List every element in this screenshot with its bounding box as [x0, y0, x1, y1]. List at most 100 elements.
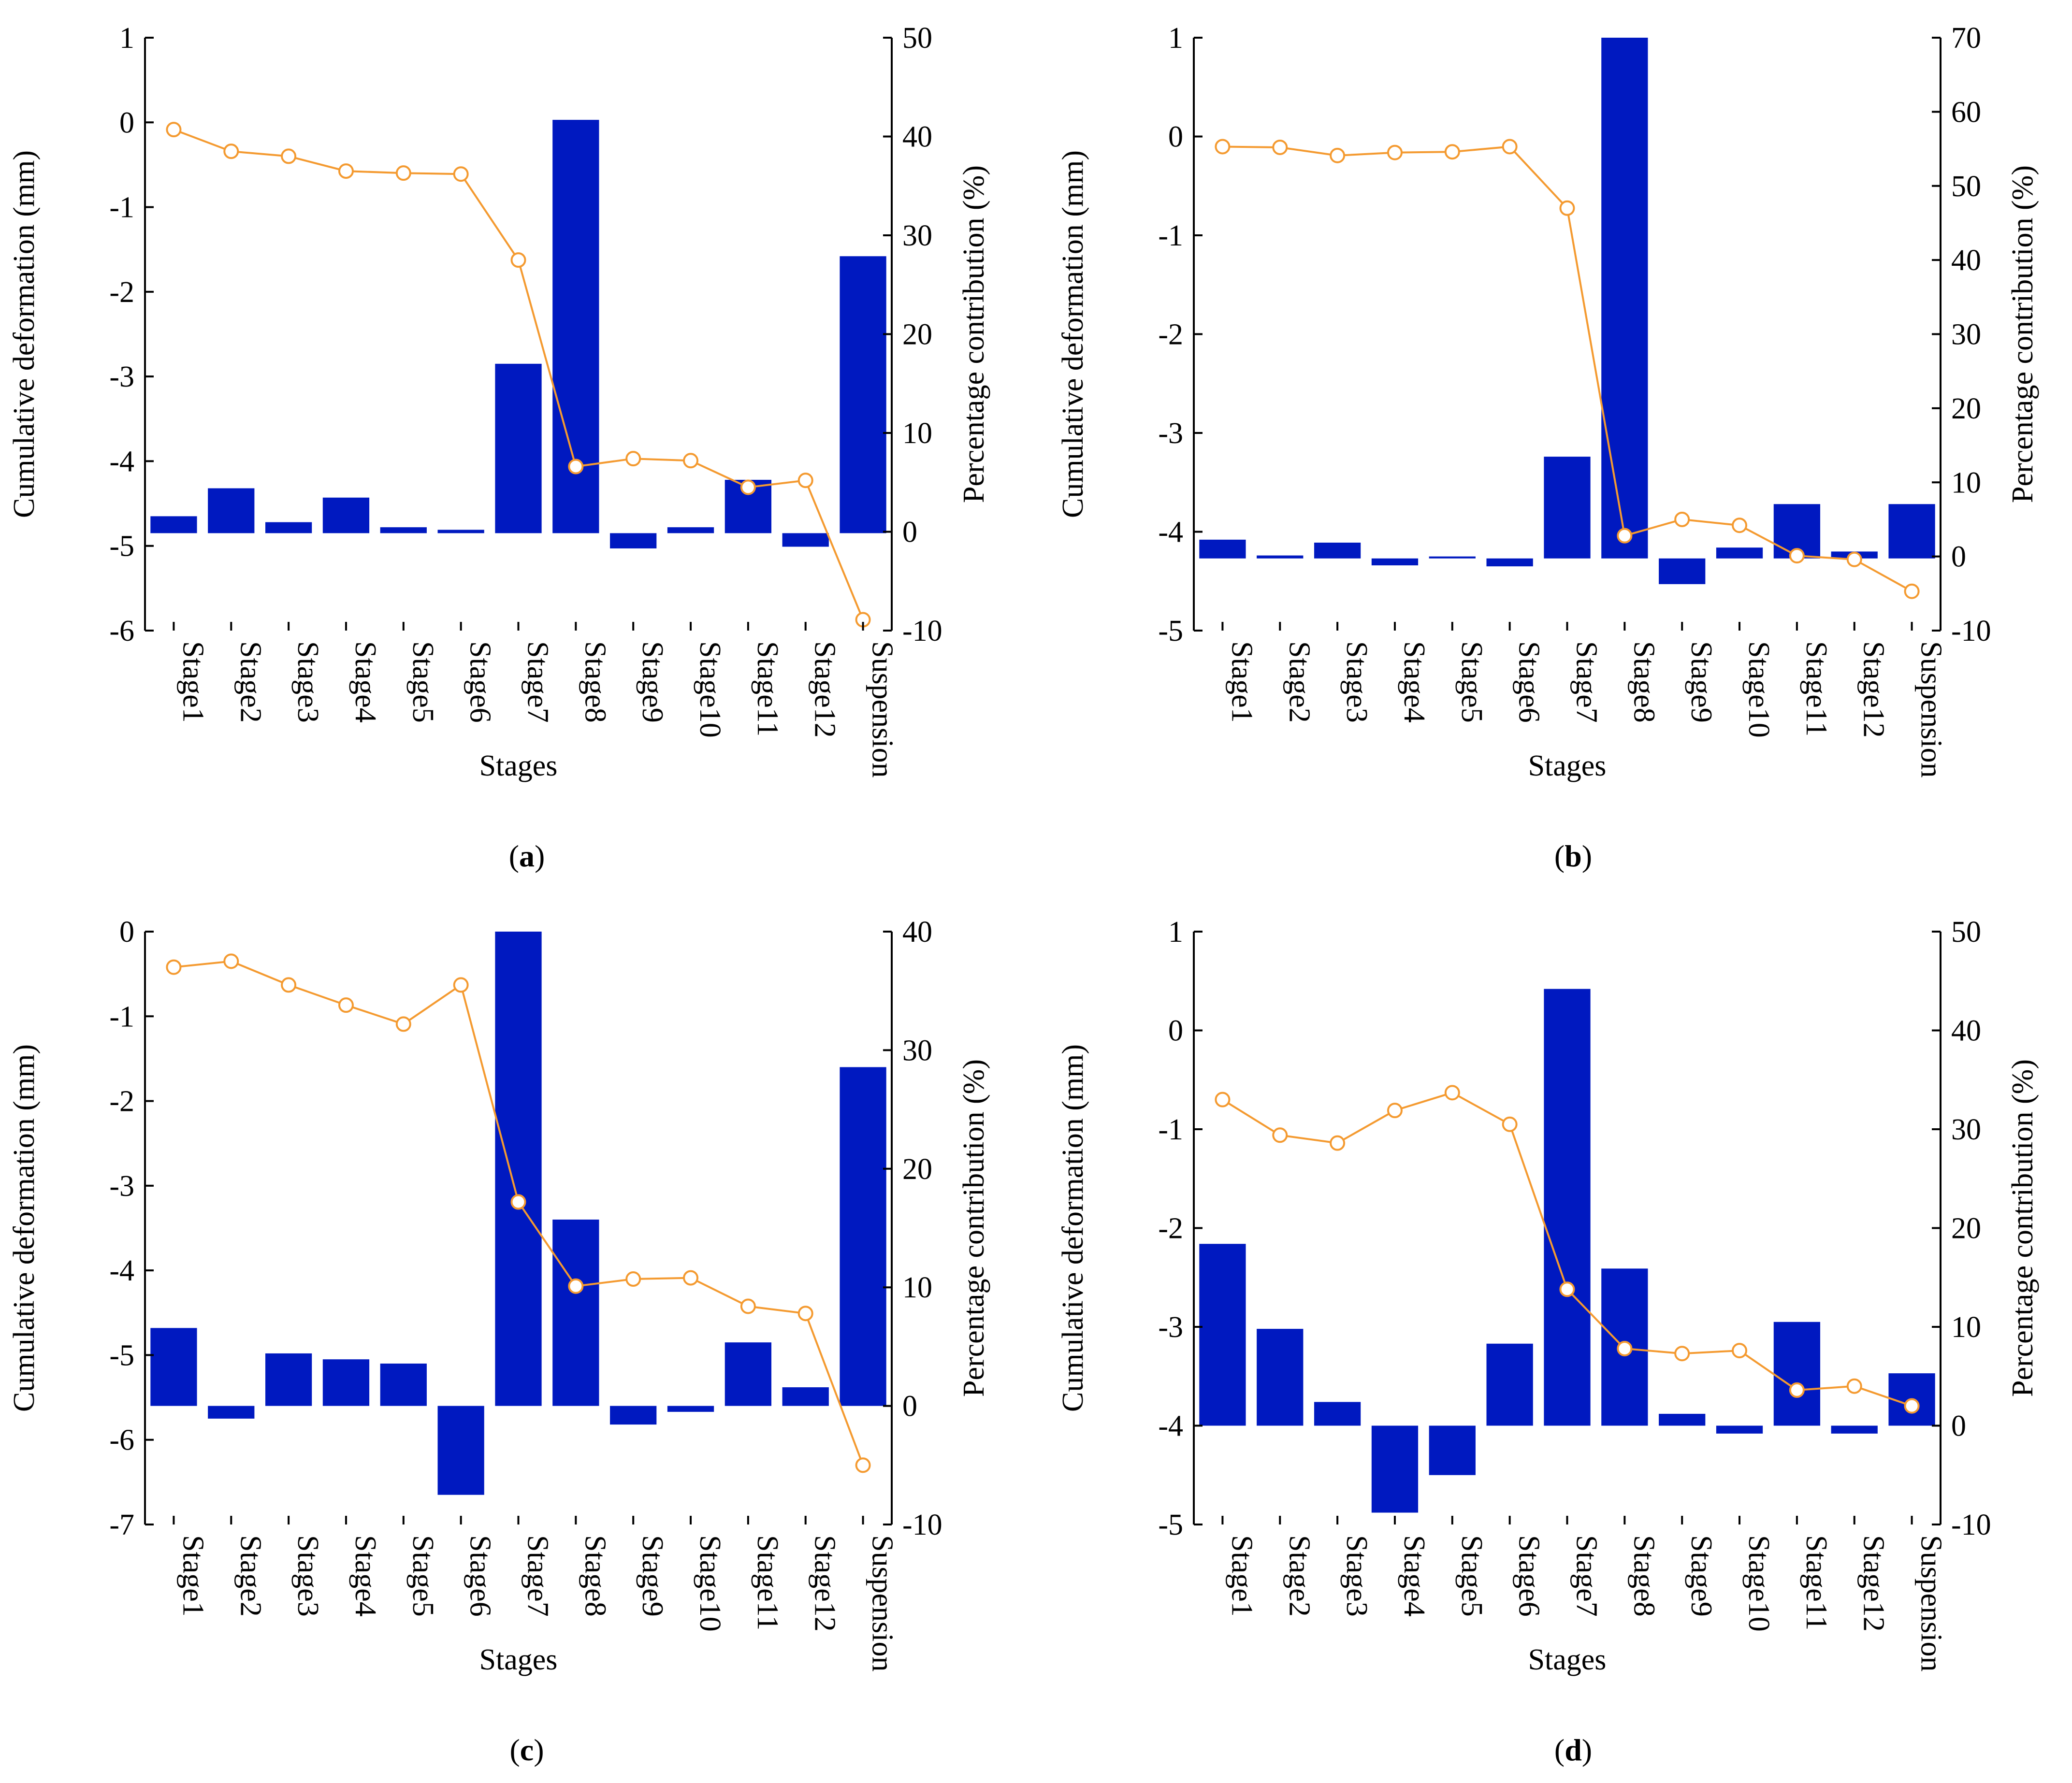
bar-stage5 [1429, 1425, 1476, 1475]
x-tick-label-stage3: Stage3 [1340, 1535, 1373, 1617]
bar-stage12 [1831, 1425, 1878, 1434]
right-tick-label: 10 [902, 1271, 932, 1304]
bar-stage5 [1429, 556, 1476, 559]
bar-stage3 [265, 522, 312, 533]
panel-caption-c: (c) [509, 1733, 544, 1767]
percentage-point-stage6 [453, 166, 469, 182]
percentage-point-stage5 [395, 1016, 411, 1032]
bar-stage9 [610, 533, 657, 548]
right-tick-label: 40 [902, 121, 932, 154]
left-tick-label: 1 [119, 22, 134, 55]
bar-stage3 [1314, 1402, 1361, 1426]
right-tick-label: 20 [1951, 1212, 1981, 1245]
right-tick-label: 30 [902, 1034, 932, 1067]
percentage-point-stage9 [625, 1271, 641, 1287]
x-tick-label-stage10: Stage10 [1742, 1535, 1775, 1632]
y2-axis-title: Percentage contribution (%) [2006, 165, 2039, 503]
bar-stage3 [265, 1353, 312, 1406]
x-tick-label-stage9: Stage9 [636, 641, 669, 723]
percentage-point-stage4 [338, 163, 354, 179]
left-tick-label: -3 [109, 360, 134, 393]
x-tick-label-stage9: Stage9 [636, 1535, 669, 1617]
x-tick-label-stage5: Stage5 [1455, 1535, 1488, 1617]
bar-stage10 [1716, 547, 1763, 559]
bar-stage12 [782, 1387, 829, 1406]
panel-caption-a: (a) [508, 839, 545, 873]
x-tick-label-stage8: Stage8 [579, 1535, 611, 1617]
bar-stage7 [495, 932, 542, 1406]
x-tick-label-stage2: Stage2 [234, 641, 267, 723]
bar-stage1 [1199, 539, 1246, 559]
x-tick-label-stage4: Stage4 [1398, 1535, 1431, 1617]
bar-stage1 [150, 516, 197, 533]
y-axis-title: Cumulative deformation (mm) [8, 1044, 41, 1412]
x-tick-label-stage4: Stage4 [1398, 641, 1431, 723]
bar-stage6 [437, 1406, 484, 1495]
percentage-point-stage10 [1732, 518, 1748, 533]
x-tick-label-stage9: Stage9 [1685, 1535, 1718, 1617]
left-tick-label: -2 [109, 276, 134, 309]
percentage-point-stage9 [1674, 1346, 1690, 1362]
bar-stage8 [552, 1219, 599, 1406]
bar-stage1 [150, 1328, 197, 1406]
bar-stage6 [1486, 1343, 1533, 1426]
bar-stage9 [610, 1406, 657, 1425]
percentage-point-stage8 [568, 459, 584, 475]
percentage-point-stage7 [1559, 200, 1575, 216]
percentage-point-stage6 [453, 977, 469, 993]
left-tick-label: 1 [1168, 916, 1183, 949]
bar-stage4 [1371, 558, 1419, 566]
left-tick-label: -2 [1158, 1212, 1183, 1245]
x-tick-label-stage3: Stage3 [291, 1535, 324, 1617]
bar-stage2 [1257, 555, 1304, 559]
bar-stage11 [724, 1342, 772, 1406]
x-tick-label-suspension: Suspension [1915, 1535, 1948, 1671]
percentage-point-stage4 [1387, 144, 1403, 160]
percentage-point-stage10 [1732, 1343, 1748, 1359]
bar-stage4 [322, 1359, 370, 1406]
bar-stage9 [1659, 558, 1706, 584]
left-tick-label: -6 [109, 615, 134, 647]
percentage-point-stage12 [797, 473, 813, 489]
right-tick-label: 0 [902, 516, 917, 549]
percentage-point-suspension [1904, 1398, 1920, 1414]
bar-stage11 [1773, 1322, 1821, 1426]
x-tick-label-stage11: Stage11 [751, 641, 784, 736]
percentage-point-stage11 [1789, 1382, 1805, 1398]
x-tick-label-stage6: Stage6 [464, 1535, 497, 1617]
percentage-point-stage7 [510, 1194, 526, 1210]
x-tick-label-stage1: Stage1 [1225, 1535, 1258, 1617]
x-axis-title: Stages [479, 749, 558, 782]
x-tick-label-stage6: Stage6 [1513, 1535, 1546, 1617]
percentage-point-stage1 [1215, 1092, 1231, 1107]
right-tick-label: 10 [1951, 466, 1981, 499]
percentage-point-stage3 [1330, 147, 1346, 163]
percentage-point-stage8 [568, 1278, 584, 1294]
percentage-point-stage1 [166, 122, 182, 138]
percentage-point-stage11 [740, 479, 756, 495]
x-tick-label-stage7: Stage7 [522, 1535, 554, 1617]
percentage-point-suspension [1904, 583, 1920, 599]
y2-axis-title: Percentage contribution (%) [957, 165, 990, 503]
y-axis-title: Cumulative deformation (mm) [1057, 150, 1089, 518]
x-tick-label-stage3: Stage3 [291, 641, 324, 723]
left-tick-label: 0 [1168, 121, 1183, 154]
x-axis-title: Stages [479, 1643, 558, 1676]
percentage-point-stage8 [1617, 528, 1633, 544]
percentage-point-stage2 [1272, 139, 1288, 155]
percentage-point-suspension [855, 1457, 871, 1473]
x-tick-label-stage3: Stage3 [1340, 641, 1373, 723]
right-tick-label: 0 [1951, 1410, 1966, 1443]
bar-stage5 [380, 527, 427, 533]
percentage-point-stage6 [1502, 139, 1518, 155]
right-tick-label: 20 [1951, 392, 1981, 425]
percentage-point-stage8 [1617, 1340, 1633, 1356]
bar-stage10 [667, 527, 714, 533]
y-axis-title: Cumulative deformation (mm) [1057, 1044, 1089, 1412]
left-tick-label: -5 [1158, 1509, 1183, 1541]
bar-stage7 [1544, 457, 1591, 559]
percentage-point-stage2 [223, 144, 239, 159]
